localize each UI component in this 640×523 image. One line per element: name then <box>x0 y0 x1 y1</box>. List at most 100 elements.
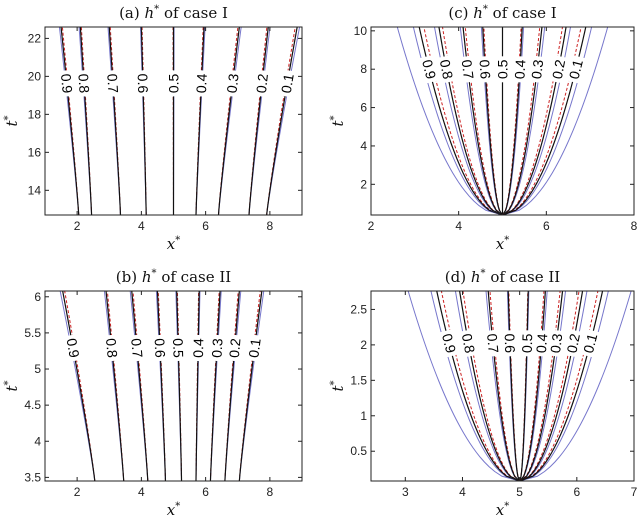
y-tick-label: 16 <box>28 145 42 159</box>
panel-c: 0.90.8 0.7 0.6 0.5 0.4 0.3 0.20.1 2 4 6 8 2 4 6 8 10 (c)… <box>329 4 638 253</box>
panel-title-a: (a) h* of case I <box>119 4 228 22</box>
y-tick-label: 5.5 <box>24 326 41 340</box>
contour-black-a-3 <box>140 27 147 215</box>
y-tick-label: 3.5 <box>24 470 41 484</box>
contour-label-text: 0.7 <box>128 338 146 359</box>
contour-black-d-4 <box>519 291 529 481</box>
y-tick-label: 4 <box>34 434 41 448</box>
contour-label-text: 0.9 <box>64 337 83 359</box>
contour-label-a-4: 0.5 <box>165 70 182 97</box>
contour-label-b-3: 0.6 <box>152 334 169 362</box>
contour-label-text: 0.7 <box>459 59 477 80</box>
title-superscript: * <box>154 4 159 15</box>
contour-blue-d-7 <box>519 291 588 481</box>
contour-blue-d-6 <box>519 291 567 481</box>
contour-label-b-8: 0.1 <box>244 334 264 362</box>
x-tick-label: 8 <box>267 219 274 233</box>
y-tick-label: 0.5 <box>350 444 367 458</box>
contour-label-a-7: 0.2 <box>252 69 271 98</box>
contour-blue-d-5 <box>519 291 548 481</box>
contour-label-text: 0.6 <box>502 333 519 353</box>
contour-blue-d-2 <box>485 291 520 481</box>
contour-label-b-0: 0.9 <box>64 333 84 363</box>
title-suffix: of case I <box>159 4 228 22</box>
x-tick-label: 4 <box>459 485 466 499</box>
title-superscript: * <box>481 268 486 279</box>
contour-red-d-5 <box>519 291 545 481</box>
plot-area-a <box>58 27 301 215</box>
contour-label-c-8: 0.1 <box>564 54 586 84</box>
contour-label-d-8: 0.1 <box>579 328 600 358</box>
contour-black-a-2 <box>108 27 122 215</box>
x-tick-label: 2 <box>74 219 81 233</box>
x-tick-label: 8 <box>267 485 274 499</box>
panel-d: 0.9 0.8 0.7 0.6 0.50.40.30.20.13 4 5 6 70.511.52… <box>329 268 638 519</box>
contour-label-b-7: 0.2 <box>225 334 243 362</box>
panel-title-c: (c) h* of case I <box>448 4 556 22</box>
contour-label-text: 0.6 <box>152 338 169 358</box>
contour-red-c-0 <box>423 27 503 215</box>
contour-black-d-5 <box>519 291 546 481</box>
contour-black-b-5 <box>195 291 200 481</box>
contour-label-text: 0.7 <box>104 73 121 94</box>
x-tick-label: 2 <box>74 485 81 499</box>
contour-label-c-7: 0.2 <box>548 55 568 84</box>
x-axis-label-d: x* <box>496 501 509 519</box>
contour-blue-d-1 <box>454 291 520 481</box>
axes-frame-c <box>370 26 635 216</box>
y-tick-label: 2 <box>360 338 367 352</box>
contour-label-text: 0.3 <box>208 338 225 359</box>
title-suffix: of case I <box>488 4 557 22</box>
contour-label-text: 0.8 <box>103 338 121 359</box>
y-tick-label: 4 <box>360 139 367 153</box>
title-variable: h <box>142 268 152 286</box>
contour-label-text: 0.8 <box>75 73 92 94</box>
y-tick-label: 5 <box>34 362 41 376</box>
plot-area-c <box>396 27 609 215</box>
title-variable: h <box>145 4 155 22</box>
x-axis-label-b: x* <box>167 501 180 519</box>
x-tick-label: 6 <box>202 485 209 499</box>
contour-red-d-8 <box>519 291 599 481</box>
contour-label-text: 0.8 <box>459 332 478 354</box>
contour-black-c-8 <box>502 27 587 215</box>
contour-label-text: 0.2 <box>253 73 271 94</box>
y-tick-label: 2.5 <box>350 302 367 316</box>
envelope-line-c-right <box>502 27 609 215</box>
contour-label-c-6: 0.3 <box>527 55 546 84</box>
contour-black-b-6 <box>209 291 221 481</box>
contour-blue-d-8 <box>519 291 609 481</box>
contour-label-a-0: 0.9 <box>58 69 77 98</box>
contour-label-a-1: 0.8 <box>75 69 93 97</box>
title-prefix: (c) <box>448 4 473 22</box>
contour-blue-a-0 <box>58 27 80 215</box>
y-tick-label: 6 <box>34 290 41 304</box>
contour-label-b-5: 0.4 <box>189 334 206 362</box>
x-axis-label-c: x* <box>496 235 509 253</box>
title-superscript: * <box>483 4 488 15</box>
contour-label-d-6: 0.3 <box>546 329 565 358</box>
title-prefix: (d) <box>445 268 471 286</box>
contour-black-d-3 <box>507 291 521 481</box>
contour-label-c-5: 0.4 <box>511 55 528 83</box>
contour-label-text: 0.5 <box>519 333 536 353</box>
contour-label-text: 0.1 <box>278 72 297 94</box>
contour-label-text: 0.4 <box>193 73 210 93</box>
contour-label-text: 0.3 <box>528 58 546 79</box>
y-tick-label: 8 <box>360 62 367 76</box>
contour-red-d-6 <box>519 291 561 481</box>
contour-red-c-8 <box>502 27 582 215</box>
contour-black-b-4 <box>176 291 183 481</box>
contour-label-text: 0.3 <box>224 73 242 94</box>
y-tick-label: 4.5 <box>24 398 41 412</box>
contour-black-a-8 <box>266 27 298 215</box>
contour-label-text: 0.4 <box>190 338 206 358</box>
y-tick-label: 1 <box>360 409 367 423</box>
x-tick-label: 3 <box>402 485 409 499</box>
contour-label-d-1: 0.8 <box>459 329 479 358</box>
contour-black-d-6 <box>519 291 564 481</box>
axes-frame-b <box>44 290 303 482</box>
contour-black-b-2 <box>131 291 149 481</box>
y-tick-label: 1.5 <box>350 373 367 387</box>
contour-label-a-3: 0.6 <box>135 70 152 97</box>
